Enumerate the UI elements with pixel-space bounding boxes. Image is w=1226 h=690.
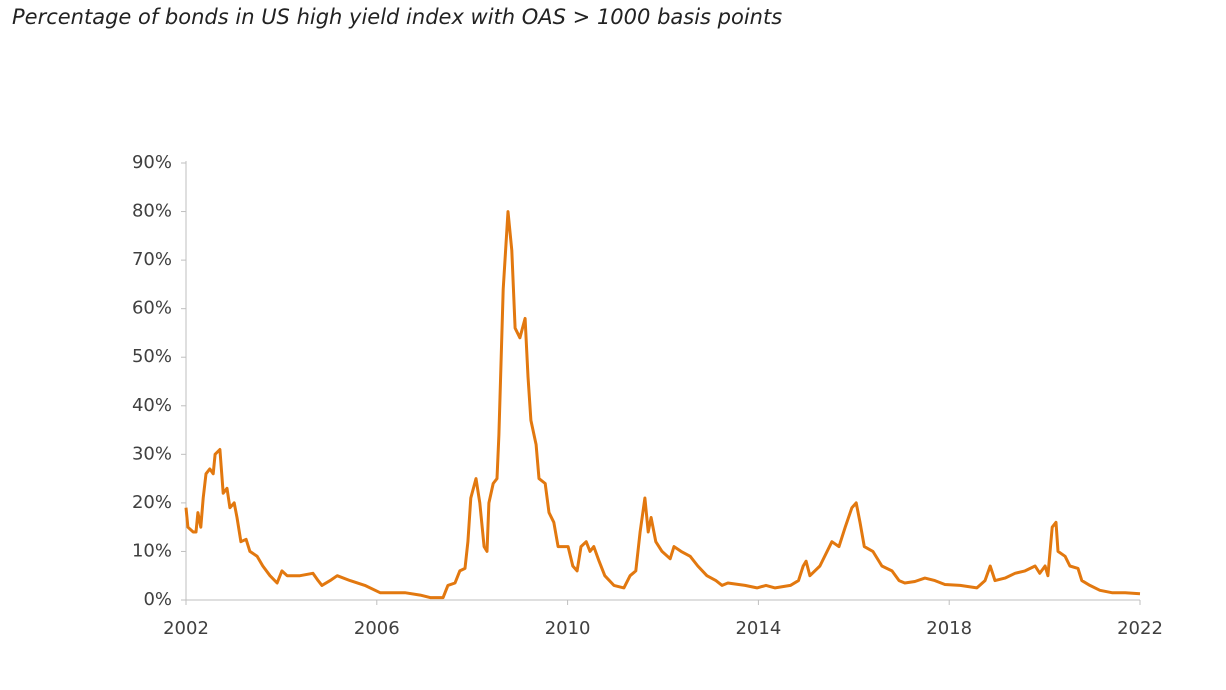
chart-title: Percentage of bonds in US high yield ind… xyxy=(12,5,782,29)
x-tick-label: 2006 xyxy=(354,618,400,639)
x-tick-label: 2014 xyxy=(735,618,781,639)
y-tick-label: 50% xyxy=(132,346,172,367)
y-tick-label: 90% xyxy=(132,152,172,173)
y-tick-label: 0% xyxy=(143,589,172,610)
x-tick-label: 2002 xyxy=(163,618,209,639)
y-tick-label: 20% xyxy=(132,492,172,513)
y-tick-label: 40% xyxy=(132,395,172,416)
y-tick-label: 80% xyxy=(132,201,172,222)
y-tick-label: 10% xyxy=(132,540,172,561)
y-tick-label: 30% xyxy=(132,443,172,464)
data-line xyxy=(184,210,1141,600)
y-tick-label: 70% xyxy=(132,249,172,270)
x-tick-label: 2010 xyxy=(545,618,591,639)
y-tick-label: 60% xyxy=(132,298,172,319)
x-tick-label: 2018 xyxy=(926,618,972,639)
x-tick-label: 2022 xyxy=(1117,618,1163,639)
